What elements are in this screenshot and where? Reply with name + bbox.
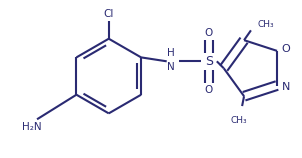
Text: N: N [282, 82, 290, 92]
Text: H: H [167, 48, 175, 58]
Text: CH₃: CH₃ [231, 116, 247, 125]
Text: O: O [205, 85, 213, 95]
Text: S: S [205, 55, 213, 68]
Text: Cl: Cl [104, 9, 114, 19]
Text: O: O [281, 44, 290, 54]
Text: H₂N: H₂N [22, 122, 42, 132]
Text: N: N [167, 62, 175, 72]
Text: CH₃: CH₃ [258, 20, 275, 29]
Text: O: O [205, 28, 213, 38]
